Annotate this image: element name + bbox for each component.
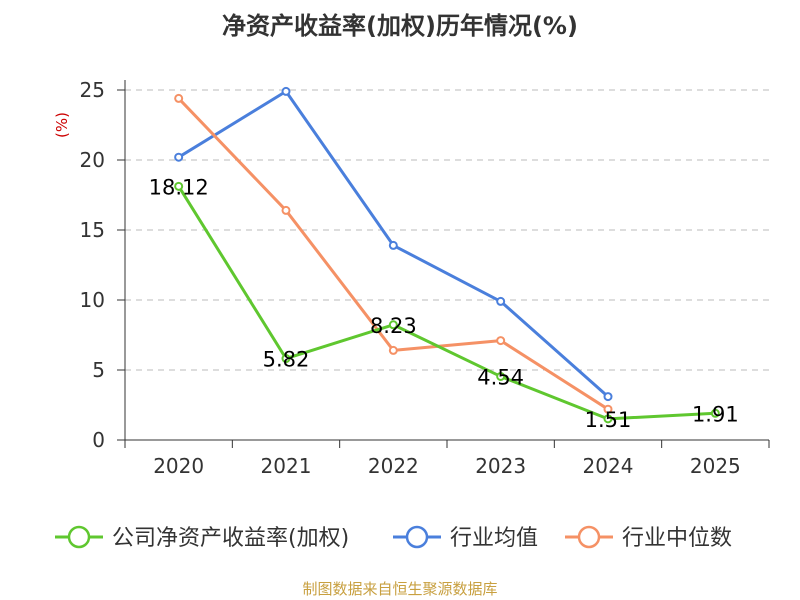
series-point-0: [174, 181, 184, 191]
series-point-0: [388, 320, 398, 330]
series-point-0: [710, 408, 720, 418]
y-tick-label: 10: [80, 288, 105, 312]
series-point-1: [388, 240, 398, 250]
legend-marker: [577, 525, 601, 549]
data-label: 1.91: [692, 402, 739, 426]
legend-label: 公司净资产收益率(加权): [112, 526, 349, 551]
y-tick-label: 0: [92, 428, 105, 452]
legend-label: 行业均值: [450, 526, 538, 551]
y-tick-label: 15: [80, 218, 105, 242]
legend-item-1[interactable]: 行业均值: [393, 525, 538, 551]
series-line-0: [177, 185, 716, 421]
series-point-2: [496, 336, 506, 346]
y-tick-label: 20: [80, 148, 105, 172]
data-label: 4.54: [477, 365, 524, 389]
legend-item-2[interactable]: 行业中位数: [565, 525, 732, 551]
x-tick-label: 2023: [475, 454, 526, 478]
series-point-1: [281, 86, 291, 96]
x-tick-label: 2022: [368, 454, 419, 478]
series-point-1: [174, 152, 184, 162]
series-point-2: [388, 345, 398, 355]
y-axis-label: (%): [53, 112, 71, 138]
x-tick-label: 2021: [261, 454, 312, 478]
x-tick-label: 2024: [583, 454, 634, 478]
legend-marker: [405, 525, 429, 549]
legend-label: 行业中位数: [622, 526, 732, 551]
y-tick-label: 5: [92, 358, 105, 382]
grid-lines: [125, 89, 769, 371]
chart-title: 净资产收益率(加权)历年情况(%): [222, 12, 578, 40]
series-point-2: [603, 404, 613, 414]
series: [174, 86, 720, 424]
data-label: 8.23: [370, 314, 417, 338]
x-tick-label: 2025: [690, 454, 741, 478]
x-tick-label: 2020: [153, 454, 204, 478]
data-label: 18.12: [149, 175, 209, 199]
series-line-2: [177, 97, 609, 411]
series-point-1: [496, 296, 506, 306]
data-label: 5.82: [263, 348, 310, 372]
series-point-2: [281, 205, 291, 215]
legend-item-0[interactable]: 公司净资产收益率(加权): [55, 525, 349, 551]
series-point-2: [174, 93, 184, 103]
series-point-0: [281, 354, 291, 364]
data-labels: 18.12 5.82 8.23 4.54 1.51 1.91: [149, 175, 739, 432]
legend-marker: [67, 525, 91, 549]
series-point-0: [496, 371, 506, 381]
data-label: 1.51: [585, 408, 632, 432]
legend[interactable]: 公司净资产收益率(加权) 行业均值 行业中位数: [55, 525, 732, 551]
y-tick-label: 25: [80, 78, 105, 102]
source-note: 制图数据来自恒生聚源数据库: [302, 580, 498, 598]
series-point-1: [603, 392, 613, 402]
series-point-0: [603, 414, 613, 424]
